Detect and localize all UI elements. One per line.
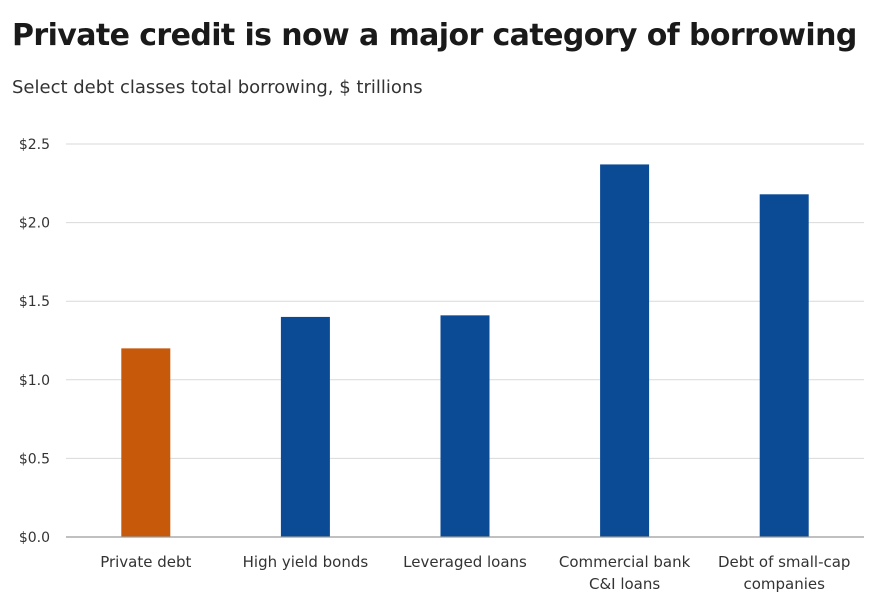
bar bbox=[280, 316, 330, 537]
y-tick-label: $2.5 bbox=[19, 137, 50, 153]
x-tick-label: Leveraged loans bbox=[403, 553, 527, 571]
chart-subtitle: Select debt classes total borrowing, $ t… bbox=[12, 77, 423, 98]
x-tick-label: companies bbox=[743, 575, 825, 593]
y-tick-label: $1.5 bbox=[19, 294, 50, 310]
y-tick-label: $0.5 bbox=[19, 451, 50, 467]
x-tick-label: C&I loans bbox=[589, 575, 660, 593]
x-tick-label: Private debt bbox=[100, 553, 191, 571]
x-tick-label: Commercial bank bbox=[559, 553, 691, 571]
y-tick-label: $0.0 bbox=[19, 530, 50, 546]
chart-title: Private credit is now a major category o… bbox=[12, 18, 857, 53]
y-tick-label: $1.0 bbox=[19, 373, 50, 389]
bar bbox=[759, 194, 809, 537]
bar bbox=[600, 164, 650, 537]
x-tick-label: Debt of small-cap bbox=[718, 553, 851, 571]
y-axis: $0.0 $0.5 $1.0 $1.5 $2.0 $2.5 bbox=[19, 137, 864, 546]
y-tick-label: $2.0 bbox=[19, 216, 50, 232]
x-tick-label: High yield bonds bbox=[243, 553, 369, 571]
bar bbox=[440, 315, 490, 537]
bars bbox=[121, 164, 809, 537]
bar bbox=[121, 348, 171, 537]
x-axis: Private debt High yield bonds Leveraged lo… bbox=[100, 553, 850, 593]
